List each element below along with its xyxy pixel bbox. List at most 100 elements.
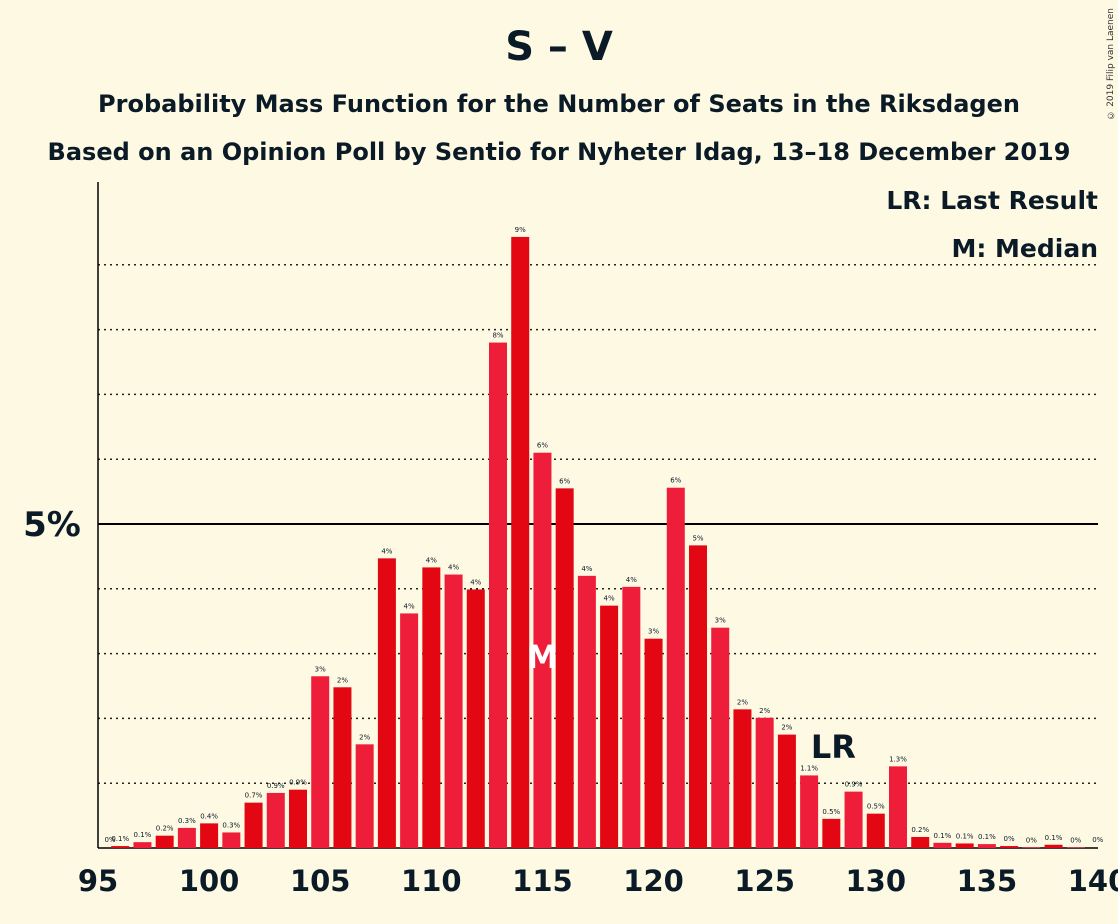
- bar: [244, 802, 263, 848]
- data-label: 4%: [448, 564, 459, 572]
- x-tick-label: 105: [290, 864, 351, 898]
- bar: [355, 744, 374, 848]
- data-label: 2%: [781, 724, 792, 732]
- bar: [222, 832, 241, 848]
- data-label: 0%: [1026, 836, 1037, 844]
- bar: [133, 842, 152, 848]
- data-label: 0.3%: [178, 817, 196, 825]
- data-label: 0%: [1070, 836, 1081, 844]
- data-label: 6%: [559, 477, 570, 485]
- bar: [333, 687, 352, 848]
- data-label: 4%: [381, 547, 392, 555]
- bar: [466, 589, 485, 848]
- x-tick-label: 95: [78, 864, 118, 898]
- chart-source-line: Based on an Opinion Poll by Sentio for N…: [47, 138, 1071, 166]
- data-label: 0.3%: [222, 821, 240, 829]
- data-label: 4%: [604, 595, 615, 603]
- legend-last-result: LR: Last Result: [886, 186, 1098, 215]
- bar: [755, 717, 774, 848]
- data-label: 2%: [337, 676, 348, 684]
- bar: [111, 846, 130, 848]
- data-label: 0.1%: [956, 832, 974, 840]
- data-label: 4%: [404, 602, 415, 610]
- data-label: 0.2%: [911, 826, 929, 834]
- x-tick-label: 115: [512, 864, 573, 898]
- data-label: 3%: [715, 617, 726, 625]
- bar: [977, 844, 996, 848]
- legend-median: M: Median: [951, 234, 1098, 263]
- data-label: 0.1%: [978, 833, 996, 841]
- bar: [289, 789, 307, 848]
- data-label: 0.5%: [822, 808, 840, 816]
- bar: [377, 558, 396, 848]
- bar: [622, 586, 641, 848]
- data-label: 0.1%: [134, 831, 152, 839]
- data-label: 3%: [315, 665, 326, 673]
- data-label: 0.9%: [845, 781, 863, 789]
- bar: [777, 734, 796, 848]
- data-label: 0.2%: [156, 825, 174, 833]
- data-label: 3%: [648, 628, 659, 636]
- bar: [1066, 847, 1085, 848]
- bar: [555, 488, 574, 848]
- data-label: 6%: [537, 442, 548, 450]
- bar: [866, 813, 885, 848]
- data-label: 9%: [515, 226, 526, 234]
- bar: [600, 605, 619, 848]
- bar: [711, 627, 730, 848]
- bar: [489, 342, 507, 848]
- x-tick-label: 100: [179, 864, 240, 898]
- data-label: 0%: [104, 836, 115, 844]
- data-label: 0%: [1092, 836, 1103, 844]
- bar: [666, 487, 685, 848]
- x-tick-label: 135: [957, 864, 1018, 898]
- data-label: 4%: [426, 556, 437, 564]
- median-marker: M: [527, 638, 559, 676]
- bar: [400, 613, 419, 848]
- bar: [822, 818, 841, 848]
- x-tick-label: 110: [401, 864, 462, 898]
- bar: [733, 709, 752, 848]
- bar: [889, 766, 907, 848]
- bar: [577, 575, 596, 848]
- data-label: 2%: [759, 707, 770, 715]
- data-label: 2%: [737, 698, 748, 706]
- data-label: 5%: [692, 534, 703, 542]
- data-label: 1.1%: [800, 764, 818, 772]
- bar: [422, 567, 441, 848]
- x-tick-label: 120: [623, 864, 684, 898]
- bar: [266, 792, 285, 848]
- bar: [444, 574, 463, 848]
- bar: [800, 775, 819, 848]
- chart-subtitle: Probability Mass Function for the Number…: [98, 90, 1020, 118]
- bar: [1000, 846, 1019, 848]
- bar: [689, 545, 707, 848]
- x-tick-label: 130: [846, 864, 907, 898]
- data-label: 0%: [1004, 835, 1015, 843]
- data-label: 0.1%: [934, 832, 952, 840]
- data-label: 4%: [581, 565, 592, 573]
- bar: [1044, 844, 1063, 848]
- bar: [644, 638, 663, 848]
- data-label: 0.9%: [267, 782, 285, 790]
- data-label: 0.4%: [200, 812, 218, 820]
- bar: [200, 823, 219, 848]
- bar: [955, 843, 974, 848]
- data-label: 1.3%: [889, 755, 907, 763]
- data-label: 0.1%: [111, 835, 129, 843]
- data-label: 8%: [492, 332, 503, 340]
- bar: [1022, 847, 1041, 848]
- x-tick-label: 140: [1068, 864, 1118, 898]
- data-label: 0.7%: [245, 792, 263, 800]
- bar: [533, 452, 552, 848]
- data-label: 6%: [670, 477, 681, 485]
- chart-title: S – V: [505, 24, 613, 70]
- bar: [911, 836, 930, 848]
- data-label: 4%: [470, 578, 481, 586]
- bar: [177, 827, 196, 848]
- bar: [511, 236, 530, 848]
- last-result-marker: LR: [811, 728, 856, 766]
- data-label: 0.5%: [867, 803, 885, 811]
- bar: [311, 676, 330, 848]
